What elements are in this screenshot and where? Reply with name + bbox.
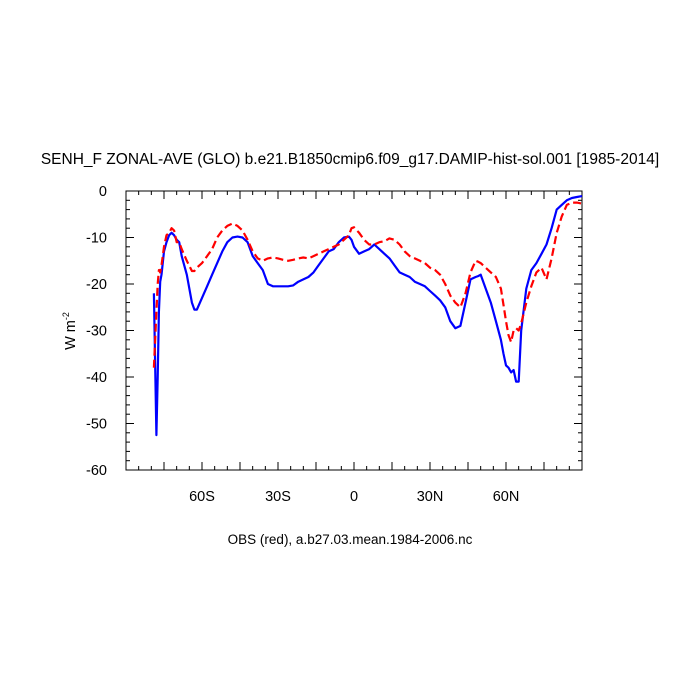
y-tick-label: -30 xyxy=(86,324,107,340)
chart-caption: OBS (red), a.b27.03.mean.1984-2006.nc xyxy=(227,532,473,547)
x-tick-label: 30N xyxy=(417,489,444,505)
model-series-line xyxy=(152,195,583,437)
obs-series-line xyxy=(152,201,583,368)
x-tick-label: 30S xyxy=(265,489,291,505)
plot-frame xyxy=(125,190,583,471)
chart-title: SENH_F ZONAL-AVE (GLO) b.e21.B1850cmip6.… xyxy=(40,151,660,168)
x-tick-label: 60N xyxy=(493,489,520,505)
y-axis-label-superscript: -2 xyxy=(61,312,71,320)
y-axis-label: W m-2 xyxy=(61,312,79,350)
y-tick-label: -10 xyxy=(86,231,107,247)
axis-tick-labels: 60S 30S 0 30N 60N 0 -10 -20 -30 -40 -50 -60 xyxy=(86,184,519,505)
x-tick-label: 0 xyxy=(350,489,358,505)
y-tick-label: -40 xyxy=(86,370,107,386)
y-tick-label: -60 xyxy=(86,463,107,479)
y-tick-label: 0 xyxy=(99,184,107,200)
x-tick-label: 60S xyxy=(189,489,215,505)
axis-ticks xyxy=(126,190,582,471)
series-lines xyxy=(152,195,583,437)
y-tick-label: -50 xyxy=(86,417,107,433)
y-tick-label: -20 xyxy=(86,277,107,293)
